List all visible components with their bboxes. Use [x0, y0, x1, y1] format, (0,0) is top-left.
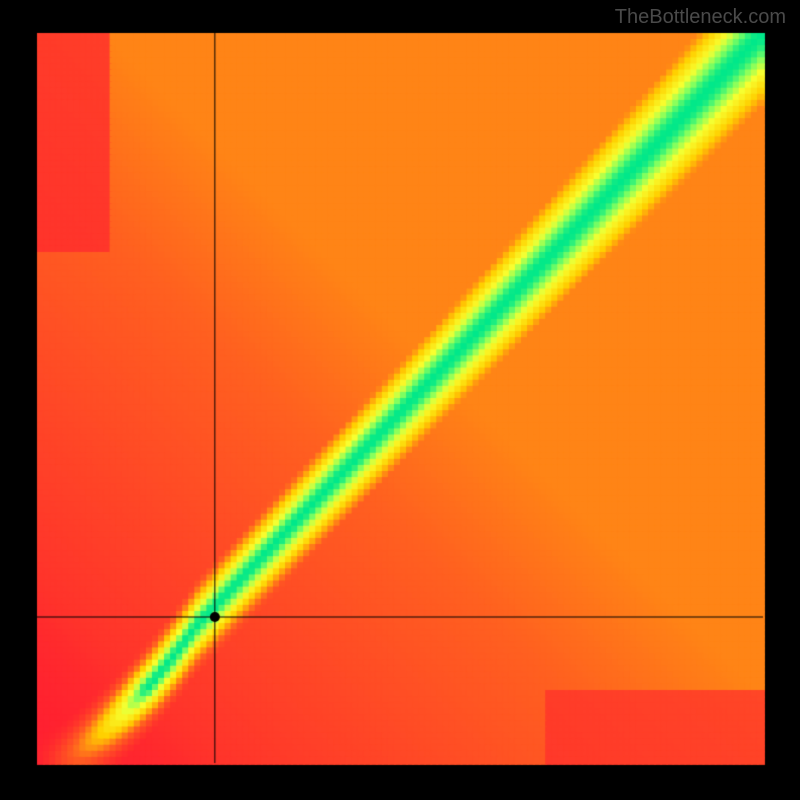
- chart-container: TheBottleneck.com: [0, 0, 800, 800]
- bottleneck-heatmap: [0, 0, 800, 800]
- watermark-label: TheBottleneck.com: [615, 6, 786, 29]
